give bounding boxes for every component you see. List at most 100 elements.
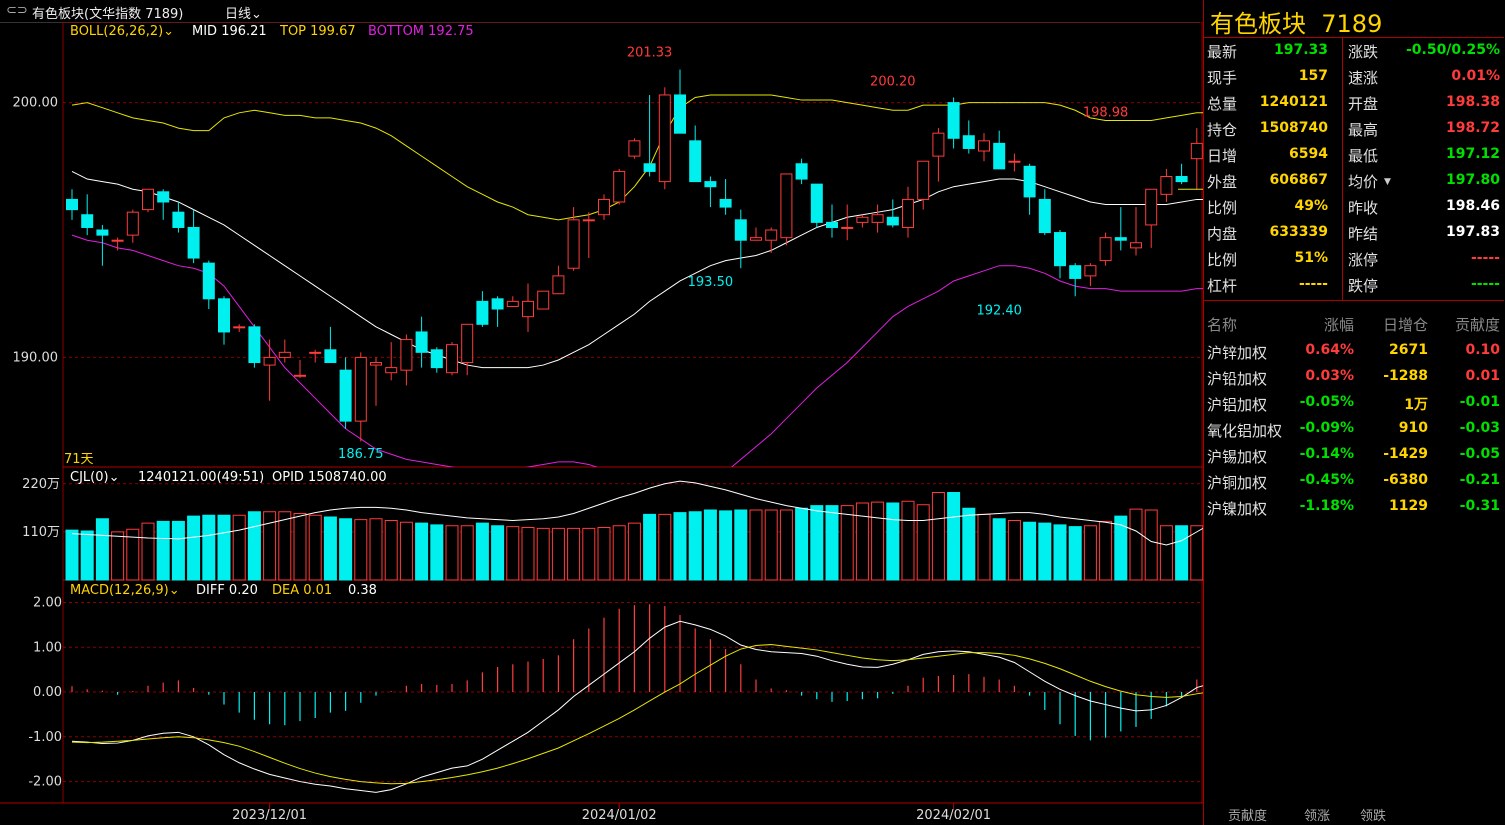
volume-bar [703, 509, 717, 581]
candle-body [1038, 198, 1051, 234]
volume-bar [399, 521, 413, 581]
component-row[interactable]: 沪锡加权 -0.14% -1429 -0.05 [1204, 443, 1504, 469]
component-row[interactable]: 沪镍加权 -1.18% 1129 -0.31 [1204, 495, 1504, 521]
volume-bar [734, 509, 748, 581]
link-icon[interactable]: ⊂⊃ [6, 3, 28, 18]
quote-label: 均价 [1348, 173, 1379, 191]
macd-diff-value: DIFF 0.20 [196, 583, 258, 598]
component-change: -0.14% [1299, 446, 1354, 462]
chevron-down-icon: ⌄ [163, 24, 175, 39]
header-oi-change[interactable]: 日增仓 [1382, 316, 1428, 334]
volume-bar [80, 530, 94, 581]
volume-bar [1129, 508, 1143, 581]
candle-body [841, 226, 854, 229]
volume-bar [582, 527, 596, 581]
candle-body [1190, 142, 1203, 160]
candle-body [886, 216, 899, 226]
component-name: 沪锡加权 [1207, 448, 1268, 466]
volume-bar [871, 501, 885, 581]
quote-row: 最新 197.33 涨跌 -0.50/0.25% [1204, 38, 1504, 64]
quote-label: 最低 [1348, 147, 1379, 165]
volume-bar [597, 527, 611, 581]
component-row[interactable]: 沪铅加权 0.03% -1288 0.01 [1204, 365, 1504, 391]
quote-row: 外盘 606867 均价 ▼ 197.80 [1204, 168, 1504, 194]
period-selector[interactable]: 日线⌄ [225, 3, 262, 22]
volume-bar [992, 518, 1006, 581]
volume-bar [232, 514, 246, 581]
volume-bar [1053, 524, 1067, 581]
cjl-indicator-selector[interactable]: CJL(0)⌄ [70, 470, 119, 485]
candle-body [218, 298, 230, 333]
quote-value: 633339 [1269, 224, 1328, 240]
quote-label: 最新 [1207, 43, 1238, 61]
volume-bar [749, 509, 763, 581]
candle-body [1069, 265, 1082, 279]
volume-bar [65, 529, 79, 581]
quote-value: ----- [1470, 276, 1500, 292]
instrument-name: 有色板块 [1210, 10, 1306, 38]
volume-bar [643, 513, 657, 581]
volume-bar [1159, 525, 1173, 581]
volume-bar [308, 514, 322, 581]
caret-down-icon[interactable]: ▼ [1384, 177, 1391, 187]
title-bar: ⊂⊃ 有色板块(文华指数 7189) 日线⌄ [0, 0, 1200, 23]
volume-axis-tick: 220万 [22, 477, 60, 492]
chart-canvas[interactable]: 200.00 190.00 201.33 200.20 198.98 193.50 192.… [0, 22, 1203, 825]
volume-bar [567, 527, 581, 581]
quote-label: 外盘 [1207, 173, 1238, 191]
header-contribution[interactable]: 贡献度 [1454, 316, 1500, 334]
component-row[interactable]: 沪锌加权 0.64% 2671 0.10 [1204, 339, 1504, 365]
tab-top-gainers[interactable]: 领涨 [1304, 809, 1331, 824]
candle-body [750, 237, 762, 241]
candle-body [704, 181, 717, 188]
volume-bar [369, 518, 383, 581]
quote-value: 197.80 [1445, 172, 1500, 188]
quote-value: 51% [1294, 250, 1328, 266]
volume-bar [293, 513, 307, 581]
days-count: 71天 [64, 452, 94, 467]
macd-axis-tick: 2.00 [33, 595, 62, 610]
volume-bar [491, 525, 505, 581]
quote-value: 197.12 [1445, 146, 1500, 162]
header-name[interactable]: 名称 [1207, 316, 1238, 334]
x-axis-tick: 2024/02/01 [916, 808, 991, 823]
quote-label: 比例 [1207, 251, 1238, 269]
volume-bar [658, 513, 672, 581]
candle-body [187, 226, 200, 259]
candle-body [461, 323, 474, 364]
volume-bar [1099, 520, 1113, 581]
candle-body [126, 211, 139, 236]
candle-body [354, 356, 367, 422]
tab-top-losers[interactable]: 领跌 [1360, 809, 1387, 824]
component-row[interactable]: 沪铜加权 -0.45% -6380 -0.21 [1204, 469, 1504, 495]
component-row[interactable]: 沪铝加权 -0.05% 1万 -0.01 [1204, 391, 1504, 417]
candle-body [339, 369, 352, 422]
price-annotation: 193.50 [688, 275, 734, 290]
candle-body [826, 221, 838, 228]
price-annotation: 186.75 [338, 447, 384, 462]
header-change[interactable]: 涨幅 [1323, 316, 1354, 334]
component-oi-change: 1万 [1404, 397, 1428, 413]
quote-label: 开盘 [1348, 95, 1379, 113]
chart-area[interactable]: 200.00 190.00 201.33 200.20 198.98 193.50 192.… [0, 22, 1203, 825]
component-oi-change: -1429 [1383, 446, 1428, 462]
tab-contribution[interactable]: 贡献度 [1228, 809, 1268, 824]
component-change: -1.18% [1299, 498, 1354, 514]
candle-body [491, 298, 504, 310]
quote-label: 涨停 [1348, 251, 1379, 269]
candle-body [1160, 176, 1173, 195]
boll-indicator-selector[interactable]: BOLL(26,26,2)⌄ [70, 24, 174, 39]
macd-indicator-selector[interactable]: MACD(12,26,9)⌄ [70, 583, 180, 598]
quote-label: 持仓 [1207, 121, 1238, 139]
candle-body [643, 163, 656, 172]
component-oi-change: -6380 [1383, 472, 1428, 488]
candle-body [66, 198, 78, 211]
boll-top-value: TOP 199.67 [280, 24, 356, 39]
volume-bar [263, 511, 277, 581]
window-title: 有色板块(文华指数 7189) [32, 7, 184, 22]
candle-body [689, 140, 702, 183]
component-row[interactable]: 氧化铝加权 -0.09% 910 -0.03 [1204, 417, 1504, 443]
volume-bar [1083, 525, 1097, 581]
candle-body [96, 229, 109, 236]
price-annotation: 200.20 [870, 75, 916, 90]
